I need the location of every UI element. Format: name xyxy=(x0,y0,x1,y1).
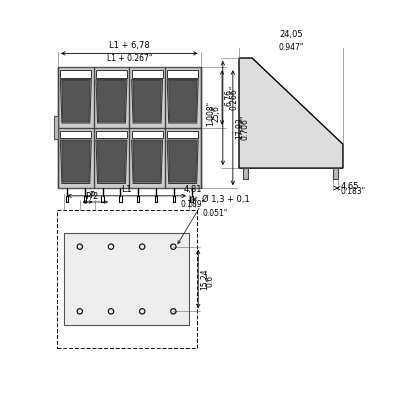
Text: 0.706": 0.706" xyxy=(241,115,250,140)
Polygon shape xyxy=(62,80,90,122)
Text: Ø 1,3 + 0,1: Ø 1,3 + 0,1 xyxy=(202,195,250,204)
Text: 4,81: 4,81 xyxy=(184,185,202,194)
Bar xyxy=(167,131,198,138)
Text: L1: L1 xyxy=(121,184,132,194)
Polygon shape xyxy=(167,140,198,184)
Text: 1.008": 1.008" xyxy=(206,100,215,126)
Bar xyxy=(333,168,339,179)
Text: 15,24: 15,24 xyxy=(200,268,209,290)
Bar xyxy=(243,168,248,179)
Polygon shape xyxy=(169,80,197,122)
Polygon shape xyxy=(239,58,343,168)
Text: 17,93: 17,93 xyxy=(235,117,244,138)
Polygon shape xyxy=(60,140,91,184)
Text: 6.76: 6.76 xyxy=(224,89,233,106)
Bar xyxy=(60,70,91,78)
Polygon shape xyxy=(60,80,91,123)
Text: 24,05: 24,05 xyxy=(279,30,303,39)
Text: 0.189": 0.189" xyxy=(180,200,205,209)
Bar xyxy=(64,233,189,325)
Bar xyxy=(58,67,201,188)
Text: 0.947": 0.947" xyxy=(278,43,304,52)
Text: 0.183": 0.183" xyxy=(340,188,366,196)
Bar xyxy=(54,116,58,139)
Text: P: P xyxy=(89,192,94,200)
Bar xyxy=(96,131,127,138)
Text: 4,65: 4,65 xyxy=(340,182,359,191)
Text: L1 + 6,78: L1 + 6,78 xyxy=(109,41,150,50)
Polygon shape xyxy=(133,80,161,122)
Text: 0.6": 0.6" xyxy=(205,271,214,287)
Polygon shape xyxy=(132,140,163,184)
Bar xyxy=(56,210,197,348)
Polygon shape xyxy=(132,80,163,123)
Bar xyxy=(132,131,163,138)
Bar xyxy=(96,70,127,78)
Polygon shape xyxy=(96,140,127,184)
Text: 0.266": 0.266" xyxy=(230,85,239,110)
Text: P/2: P/2 xyxy=(85,192,98,200)
Polygon shape xyxy=(62,141,90,182)
Text: 25,6: 25,6 xyxy=(212,105,220,122)
Bar xyxy=(60,131,91,138)
Polygon shape xyxy=(96,80,127,123)
Text: L1 + 0.267": L1 + 0.267" xyxy=(107,54,152,63)
Bar xyxy=(132,70,163,78)
Bar xyxy=(167,70,198,78)
Polygon shape xyxy=(98,141,126,182)
Polygon shape xyxy=(167,80,198,123)
Polygon shape xyxy=(98,80,126,122)
Polygon shape xyxy=(133,141,161,182)
Polygon shape xyxy=(169,141,197,182)
Text: 0.051": 0.051" xyxy=(202,209,227,218)
